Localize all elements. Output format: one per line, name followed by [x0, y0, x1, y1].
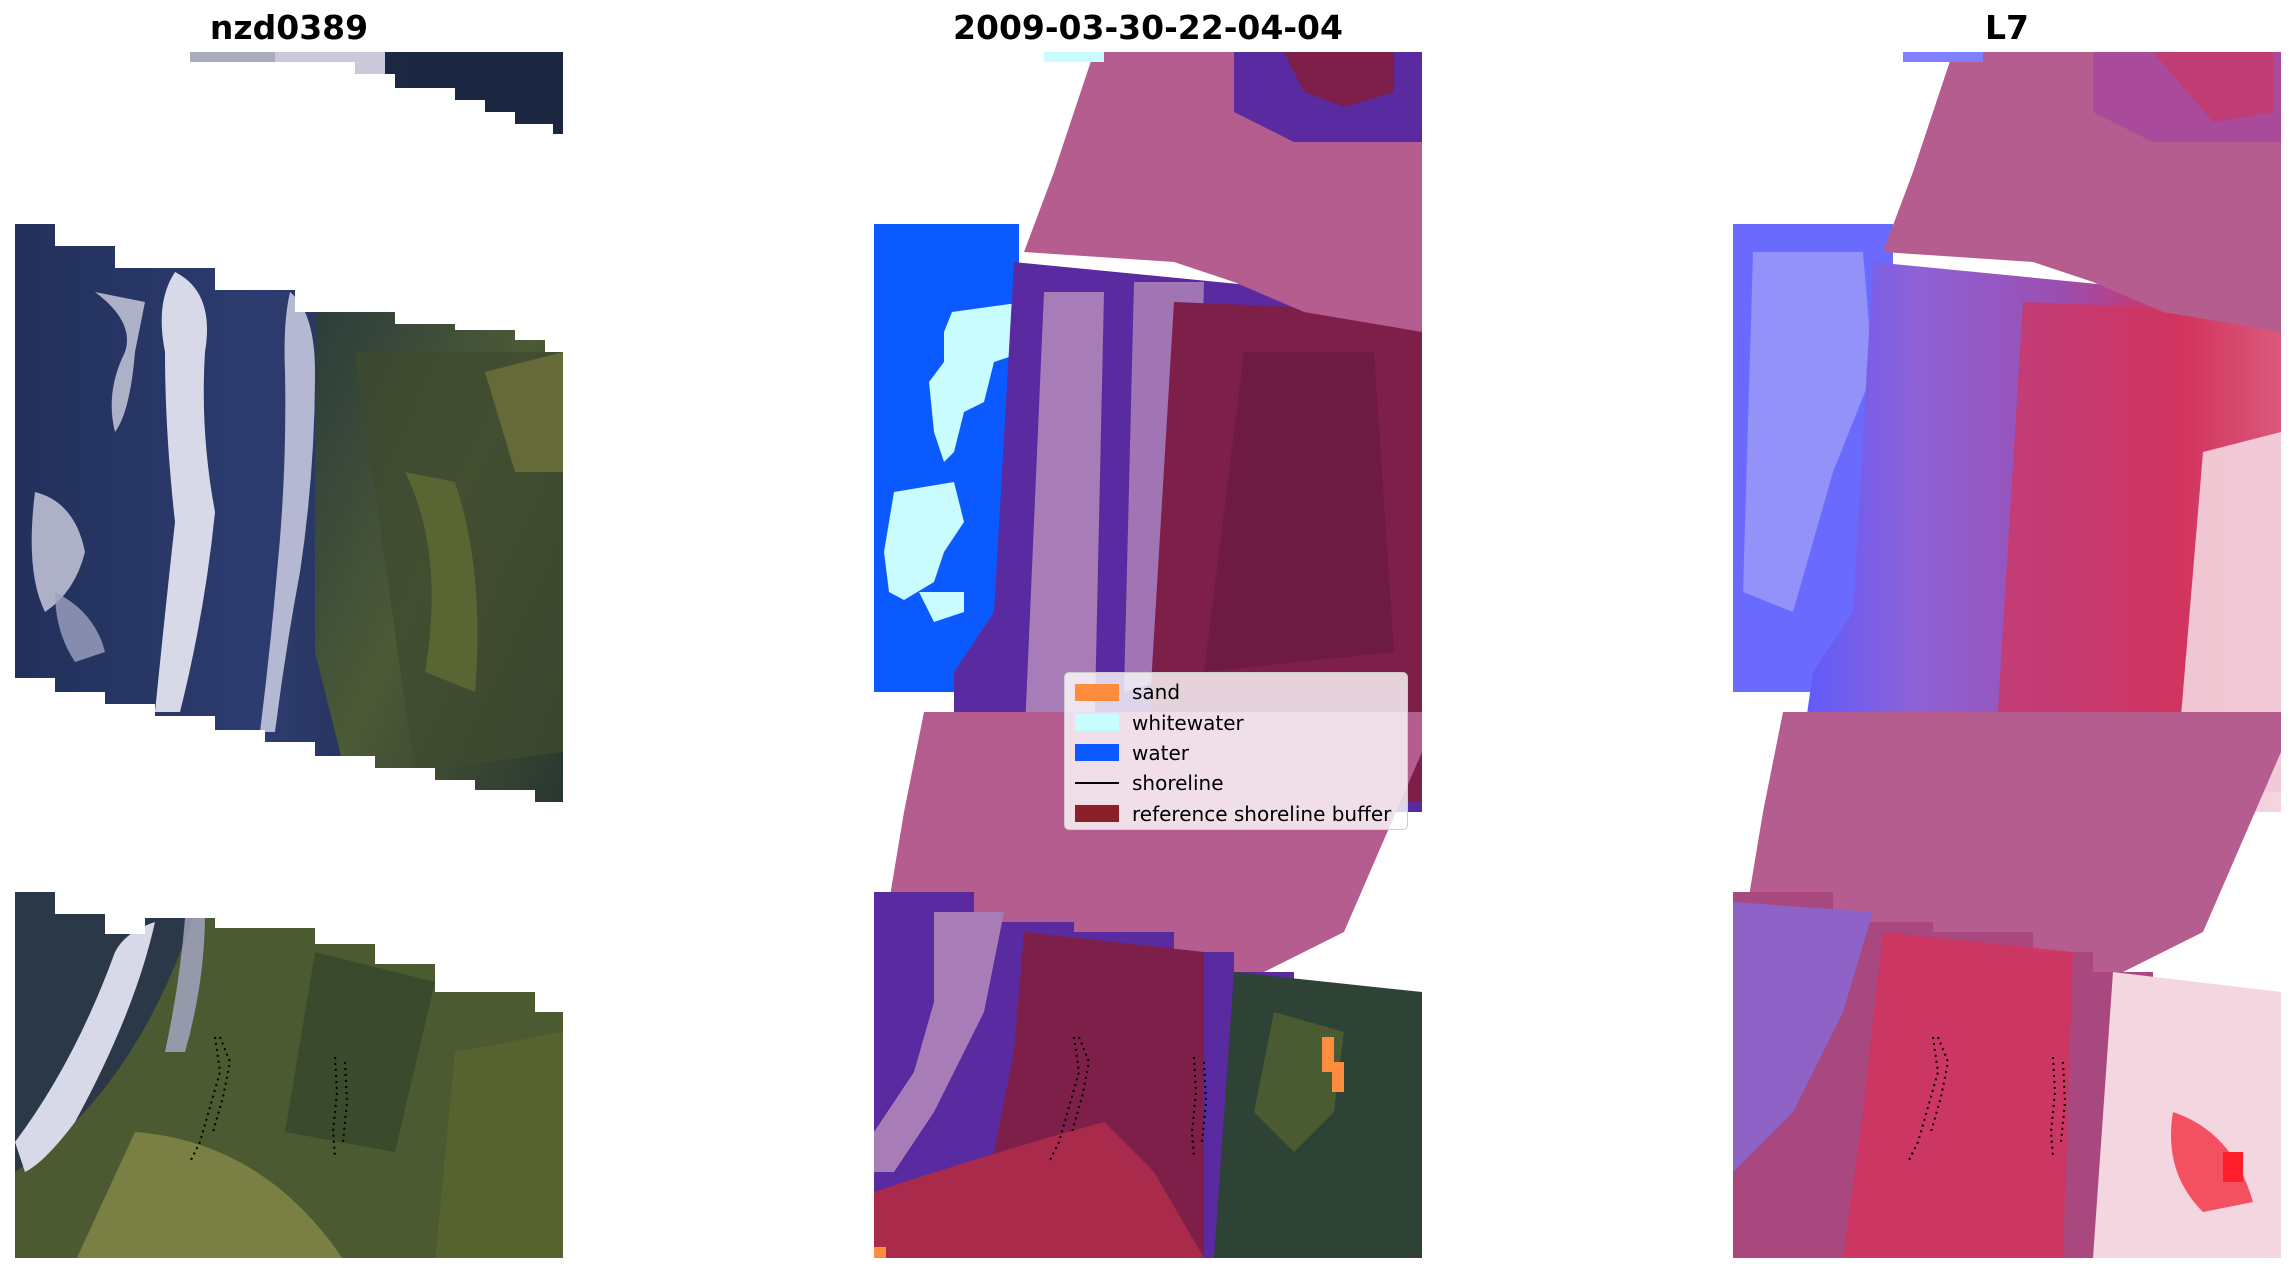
- panel-title-rgb: nzd0389: [209, 8, 369, 47]
- classified-image-panel: [874, 52, 1422, 1258]
- legend-item-whitewater: whitewater: [1065, 707, 1407, 737]
- legend-label-whitewater: whitewater: [1132, 710, 1244, 735]
- legend-label-shoreline: shoreline: [1132, 771, 1224, 796]
- whitewater-region: [929, 302, 1024, 462]
- sand-swatch: [1075, 683, 1119, 701]
- legend-item-water: water: [1065, 738, 1407, 768]
- rgb-image-panel: [15, 52, 563, 1258]
- water-swatch: [1075, 744, 1119, 762]
- reference-buffer-swatch: [1075, 805, 1119, 823]
- panel-title-l7: L7: [1985, 8, 2029, 47]
- shoreline-line-swatch: [1075, 782, 1119, 785]
- legend-item-shoreline: shoreline: [1065, 768, 1407, 798]
- legend-item-sand: sand: [1065, 677, 1407, 707]
- l7-image-panel: [1733, 52, 2281, 1258]
- legend-label-sand: sand: [1132, 680, 1181, 705]
- legend-label-water: water: [1132, 740, 1189, 765]
- legend-item-reference-buffer: reference shoreline buffer: [1065, 799, 1407, 829]
- legend: sand whitewater water shoreline referenc…: [1064, 672, 1408, 830]
- legend-label-reference-buffer: reference shoreline buffer: [1132, 801, 1392, 826]
- panel-title-classified: 2009-03-30-22-04-04: [953, 8, 1343, 47]
- sand-region: [1322, 1037, 1344, 1092]
- whitewater-swatch: [1075, 714, 1119, 732]
